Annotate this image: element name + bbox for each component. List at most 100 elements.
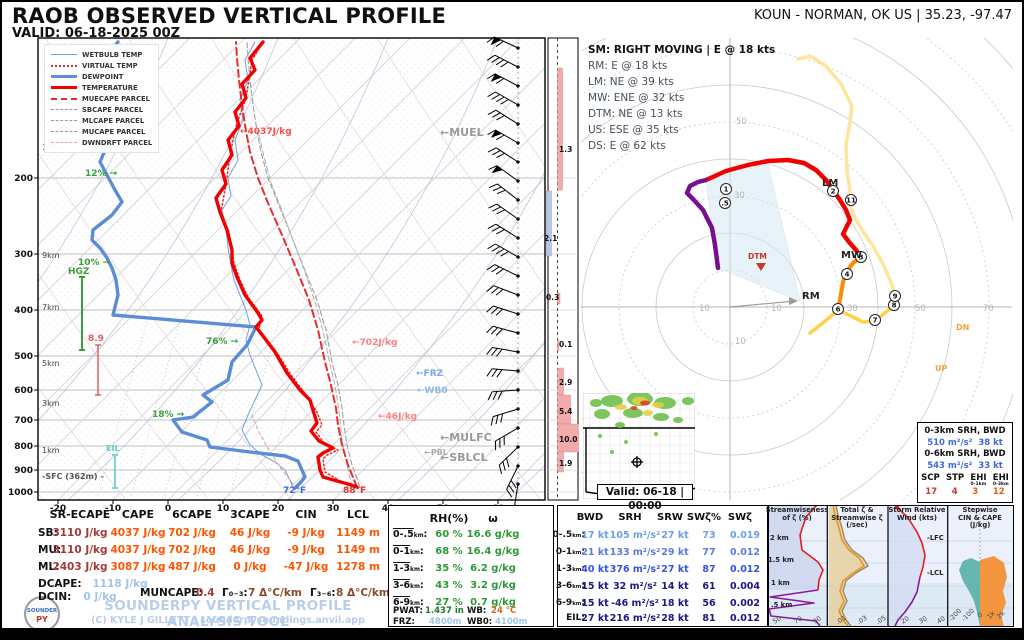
table-cell: 21 kt	[581, 547, 609, 558]
table-cell: DCIN:	[38, 591, 72, 603]
isotherm-line	[332, 287, 545, 500]
radar-echo	[594, 409, 610, 419]
mlcape-parcel-trace	[258, 134, 353, 488]
table-cell: 3110 J/kg	[52, 544, 108, 556]
radar-echo	[590, 399, 602, 407]
wind-barb	[486, 285, 520, 297]
legend-swatch	[51, 142, 77, 143]
storm-motion-line: US: ESE @ 35 kts	[588, 124, 679, 136]
legend-swatch	[51, 75, 77, 78]
footer-credit: (C) KYLE J GILLETT | sounderpysoundings.…	[91, 615, 365, 626]
table-cell: SWζ	[727, 512, 753, 523]
moisture-table-box: RH(%) ω 0-.5km: 60 % 16.6 g/kg 0-1km: 68 % 16.4…	[388, 505, 554, 627]
table-cell: 46 J/kg	[229, 544, 271, 556]
hodo-height-marker	[827, 185, 839, 197]
hodo-height-marker-label: 2	[831, 188, 836, 196]
ring-label: 10	[699, 304, 710, 314]
table-cell: ω	[488, 512, 498, 525]
radar-echo	[643, 410, 653, 416]
table-cell: -9 J/kg	[287, 527, 325, 539]
radar-echo	[615, 422, 625, 428]
bottom-black-bar	[0, 628, 1024, 640]
hodo-height-marker-label: 7	[873, 317, 878, 325]
table-cell: 1118 J/kg	[92, 578, 148, 590]
table-cell: SB:	[38, 527, 58, 539]
pressure-label: 500	[14, 352, 33, 362]
sounderpy-logo: SOUNDERPY	[24, 596, 60, 632]
legend-item-label: DWNDRFT PARCEL	[82, 138, 153, 147]
omega-bar	[557, 339, 560, 352]
mini-panel-title: Storm Relative Wind (kts)	[888, 506, 946, 522]
skewt-annotation: 76% →	[206, 337, 239, 347]
wind-barb	[487, 91, 520, 107]
table-cell: SWζ%	[686, 512, 722, 523]
mini-panels-box	[768, 505, 1014, 627]
table-cell: 27 kt	[661, 564, 689, 575]
wind-barb	[487, 109, 520, 126]
table-cell: 1-3km:	[393, 563, 424, 574]
legend-swatch	[51, 120, 77, 121]
pressure-label: 700	[14, 416, 33, 426]
moist-adiabat	[287, 171, 545, 500]
temp-tick-label: -10	[105, 504, 121, 514]
skewt-annotation: ←4037J/kg	[240, 127, 292, 137]
table-cell: 6.2 g/kg	[470, 563, 516, 574]
table-cell: WB0:	[467, 617, 493, 627]
table-cell: 0.012	[729, 564, 761, 575]
skewt-axis-and-annotation-labels: 200300400500600700800900100013km9km7km5k…	[8, 126, 504, 514]
pressure-label: 800	[14, 442, 33, 452]
legend-swatch	[51, 64, 77, 67]
wind-barb	[487, 243, 520, 259]
table-cell: 32 m²/s²	[613, 581, 657, 592]
table-cell: 4037 J/kg	[110, 544, 166, 556]
omega-bar	[557, 67, 563, 191]
radar-echo	[601, 395, 623, 407]
omega-strip: 1.3 2.1 0.3 0.1 2.9 5.4 10.0 1.9	[544, 37, 579, 501]
temp-tick-label: -20	[50, 504, 66, 514]
dry-adiabat	[127, 38, 459, 500]
hodo-height-marker-label: 8	[892, 302, 897, 310]
table-cell: 1278 m	[336, 561, 380, 573]
legend-item-label: MUCAPE PARCEL	[82, 127, 146, 136]
srh3-values: 510 m²/s² 38 kt	[927, 437, 1003, 448]
radar-echo	[630, 406, 638, 410]
storm-motion-line: RM: E @ 18 kts	[588, 60, 668, 72]
hodo-3-6km	[836, 255, 863, 312]
table-cell: 15 kt	[581, 598, 609, 609]
table-cell: 4800m	[429, 617, 462, 627]
mini-panel-ylabel: 1 km	[771, 579, 790, 587]
skewt-annotation: 88°F	[343, 486, 366, 496]
legend-item: MLCAPE PARCEL	[51, 115, 152, 126]
wind-barb	[488, 203, 520, 221]
table-cell: 702 J/kg	[168, 527, 216, 539]
table-cell: 0.004	[729, 581, 761, 592]
isotherm-line	[222, 177, 545, 500]
table-cell: 61	[702, 581, 716, 592]
wind-barb	[487, 73, 520, 88]
dtm-marker	[756, 263, 766, 271]
table-cell: 0.7 g/kg	[470, 597, 516, 608]
pressure-label: 300	[14, 250, 33, 260]
radar-echo	[654, 432, 658, 436]
hodograph-labels: 10 10 30 50 70 30 50 10 .5 1 2 3 4 6 7 89 11 RM LM MW DTM DN U…	[699, 117, 994, 373]
table-cell: 0-.5km:	[393, 529, 428, 540]
logo-text-bottom: PY	[36, 615, 48, 624]
table-cell: 2403 J/kg	[52, 561, 108, 573]
legend-item: SBCAPE PARCEL	[51, 104, 152, 115]
storm-motion-line: LM: NE @ 39 kts	[588, 76, 674, 88]
skewt-annotation: EIL	[106, 444, 120, 453]
omega-value: 0.3	[546, 293, 559, 302]
table-cell: 0.019	[729, 530, 761, 541]
table-cell: 73	[702, 530, 716, 541]
table-cell: 0 J/kg	[233, 561, 267, 573]
table-cell: 27 kt	[661, 530, 689, 541]
isotherm-line	[38, 38, 356, 356]
streamwiseness-trace-1	[768, 589, 821, 627]
table-cell: Γ₀₋₃:	[222, 587, 248, 599]
ring-label: 10	[735, 337, 746, 347]
hodo-height-marker	[841, 268, 853, 280]
pressure-label: 900	[14, 466, 33, 476]
table-cell: 0-1km:	[393, 546, 424, 557]
dry-adiabat	[38, 272, 210, 500]
table-cell: EIL:	[566, 613, 585, 623]
